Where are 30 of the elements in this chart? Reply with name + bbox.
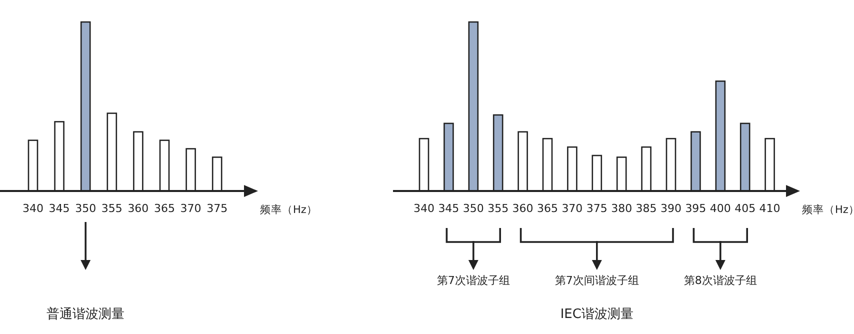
x-tick-label: 375 <box>586 202 608 215</box>
x-tick-label: 355 <box>488 202 509 215</box>
x-axis-title: 频率（Hz） <box>260 203 318 216</box>
text: 第8次谐波子组 <box>684 274 757 287</box>
x-tick-label: 340 <box>414 202 434 215</box>
x-tick-label: 350 <box>75 202 96 215</box>
x-tick-label: 355 <box>101 202 122 215</box>
x-tick-label: 410 <box>759 202 780 215</box>
text: IEC谐波测量 <box>560 307 634 322</box>
x-tick-label: 380 <box>611 202 632 215</box>
x-tick-label: 360 <box>128 202 149 215</box>
x-axis-title: 频率（Hz） <box>802 203 854 216</box>
x-tick-label: 390 <box>660 202 682 215</box>
x-tick-label: 370 <box>562 202 583 215</box>
x-tick-label: 370 <box>180 202 202 215</box>
x-tick-label: 365 <box>537 202 558 215</box>
x-tick-label: 395 <box>685 202 706 215</box>
x-tick-label: 360 <box>512 202 534 215</box>
x-tick-label: 400 <box>710 202 731 215</box>
text: 第7次谐波子组 <box>436 274 510 287</box>
x-tick-label: 385 <box>636 202 657 215</box>
text: 普通谐波测量 <box>46 306 125 322</box>
x-tick-label: 340 <box>22 202 44 215</box>
x-tick-label: 405 <box>734 202 756 215</box>
x-tick-label: 345 <box>48 202 70 215</box>
x-tick-label: 350 <box>462 202 484 215</box>
x-tick-label: 365 <box>154 202 175 215</box>
text: 第7次间谐波子组 <box>554 274 639 287</box>
x-tick-label: 345 <box>438 202 460 215</box>
x-tick-label: 375 <box>206 202 228 215</box>
